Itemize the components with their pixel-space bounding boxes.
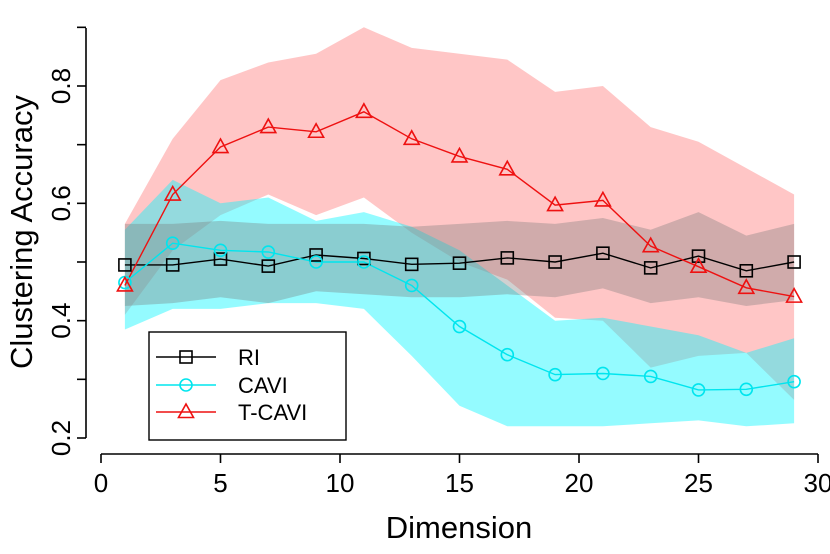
axes: 0 5 10 15 20 25 30 0.2 0.4 0.6 0.8 — [46, 26, 830, 498]
ri-point — [118, 258, 132, 272]
x-tick-label: 10 — [326, 468, 355, 498]
y-axis-label: Clustering Accuracy — [4, 95, 39, 369]
t-cavi-point — [498, 159, 517, 176]
y-tick-label: 0.8 — [46, 68, 76, 104]
t-cavi-point — [163, 184, 182, 201]
x-tick-label: 25 — [684, 468, 713, 498]
t-cavi-line — [124, 111, 795, 298]
cavi-point — [739, 382, 754, 397]
ri-point — [548, 255, 562, 269]
cavi-point — [596, 366, 610, 381]
t-cavi-point — [689, 257, 708, 273]
cavi-point — [404, 278, 419, 293]
t-cavi-point — [259, 117, 278, 134]
t-cavi-point — [641, 236, 660, 253]
cavi-band — [124, 179, 795, 427]
legend-ri-label: RI — [238, 345, 260, 370]
x-tick-label: 5 — [213, 468, 227, 498]
t-cavi-point — [785, 286, 803, 303]
legend-cavi-label: CAVI — [238, 373, 288, 398]
t-cavi-point — [402, 129, 421, 146]
cavi-point — [261, 245, 276, 259]
t-cavi-point — [546, 195, 564, 212]
t-cavi-point — [307, 122, 325, 139]
y-tick-label: 0.4 — [46, 303, 76, 339]
legend-t-cavi-label: T-CAVI — [238, 400, 307, 425]
ri-point — [739, 263, 754, 278]
legend-box — [148, 331, 347, 441]
x-tick-label: 0 — [94, 468, 108, 498]
y-tick-label: 0.6 — [46, 185, 76, 221]
ri-point — [500, 251, 515, 265]
y-tick-label: 0.2 — [46, 420, 76, 456]
t-cavi-point — [450, 146, 469, 163]
cavi-point — [213, 243, 228, 258]
ri-point — [691, 249, 706, 263]
ri-point — [452, 256, 467, 270]
x-tick-label: 30 — [804, 468, 830, 498]
cavi-point — [691, 383, 706, 397]
t-cavi-point — [594, 190, 612, 207]
cavi-point — [165, 236, 180, 251]
t-cavi-point — [211, 137, 230, 154]
legend-t-cavi-marker — [177, 402, 195, 419]
cavi-point — [357, 255, 371, 269]
cavi-point — [309, 255, 323, 269]
legend-cavi-marker — [179, 378, 193, 392]
legend-ri-marker — [179, 350, 193, 364]
t-cavi-band — [124, 27, 795, 400]
ri-point — [309, 248, 323, 262]
ri-point — [596, 246, 610, 260]
t-cavi-point — [355, 102, 373, 119]
cavi-point — [548, 367, 562, 382]
cavi-point — [643, 369, 658, 384]
ri-band — [124, 212, 795, 306]
cavi-point — [787, 374, 801, 389]
ri-point — [404, 257, 419, 272]
ri-point — [261, 259, 276, 273]
ri-point — [787, 255, 801, 269]
ri-point — [165, 258, 180, 272]
series-markers — [116, 102, 803, 397]
t-cavi-point — [737, 278, 756, 295]
t-cavi-point — [116, 275, 134, 292]
ri-point — [213, 252, 228, 266]
x-tick-label: 20 — [565, 468, 594, 498]
cavi-line — [124, 242, 795, 391]
cavi-point — [500, 347, 515, 362]
x-tick-label: 15 — [445, 468, 474, 498]
confidence-bands — [124, 27, 795, 427]
ri-point — [357, 251, 371, 266]
x-axis-label: Dimension — [386, 510, 532, 545]
series-lines — [124, 111, 795, 391]
cavi-point — [452, 319, 467, 334]
ri-point — [643, 261, 658, 275]
